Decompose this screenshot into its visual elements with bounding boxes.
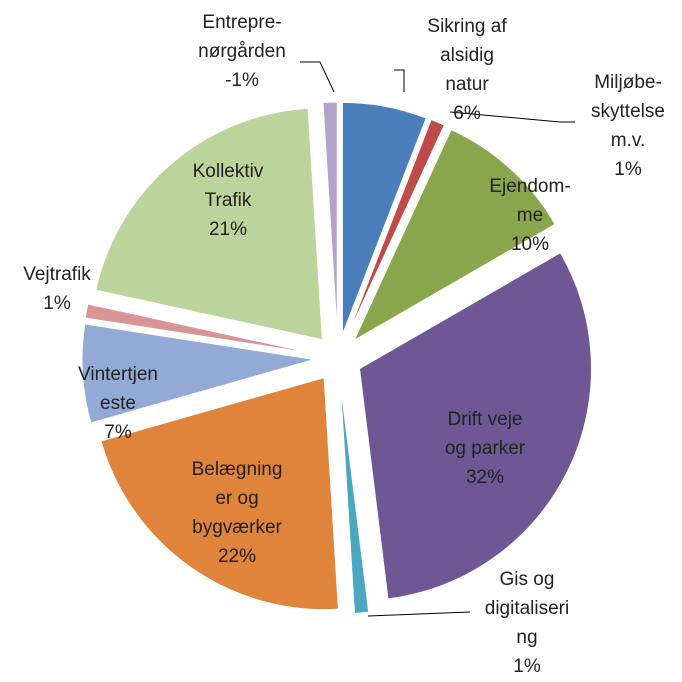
pie-slice — [322, 101, 338, 335]
pie-slice — [84, 303, 315, 355]
category-label: Kollektiv Trafik — [192, 161, 264, 211]
pie-slice — [346, 118, 445, 337]
leader-line — [300, 61, 335, 93]
pie-slice — [353, 128, 556, 342]
value-label: 1% — [513, 656, 541, 677]
value-label: 32% — [465, 467, 505, 488]
pie-slice — [341, 101, 427, 335]
value-label: 7% — [104, 422, 132, 443]
category-label: Sikring af alsidig natur — [427, 16, 507, 95]
category-label: Ejendom- me — [489, 176, 571, 226]
slice-label: Miljøbe- skyttelse m.v. 1% — [553, 68, 682, 184]
slice-label: Kollektiv Trafik 21% — [153, 157, 303, 244]
slice-label: Belægning er og bygværker 22% — [162, 455, 312, 571]
value-label: 21% — [208, 219, 248, 240]
value-label: 22% — [217, 546, 257, 567]
slice-label: Sikring af alsidig natur 6% — [392, 12, 542, 128]
pie-slice — [95, 107, 323, 341]
category-label: Vejtrafik — [23, 264, 91, 285]
category-label: Miljøbe- skyttelse m.v. — [591, 72, 665, 151]
slice-label: Drift veje og parker 32% — [410, 405, 560, 492]
category-label: Drift veje og parker — [444, 409, 526, 459]
leader-line — [449, 111, 575, 123]
value-label: 1% — [614, 159, 642, 180]
slice-label: Gis og digitaliseri ng 1% — [452, 565, 602, 681]
value-label: -1% — [225, 70, 259, 91]
slice-label: Ejendom- me 10% — [455, 172, 605, 259]
category-label: Belægning er og bygværker — [191, 459, 283, 538]
value-label: 6% — [453, 103, 481, 124]
pie-slice — [358, 252, 592, 600]
slice-label: Entrepre- nørgården -1% — [167, 8, 317, 95]
category-label: Vintertjen este — [78, 364, 158, 414]
slice-label: Vejtrafik 1% — [0, 260, 132, 318]
category-label: Gis og digitaliseri ng — [484, 569, 570, 648]
pie-slice — [81, 323, 315, 424]
value-label: 1% — [43, 293, 71, 314]
leader-line — [367, 611, 471, 617]
value-label: 10% — [510, 234, 550, 255]
leader-line — [394, 69, 405, 92]
category-label: Entrepre- nørgården — [198, 12, 286, 62]
pie-slice — [339, 381, 370, 614]
pie-slice — [100, 376, 339, 611]
slice-label: Vintertjen este 7% — [43, 360, 193, 447]
